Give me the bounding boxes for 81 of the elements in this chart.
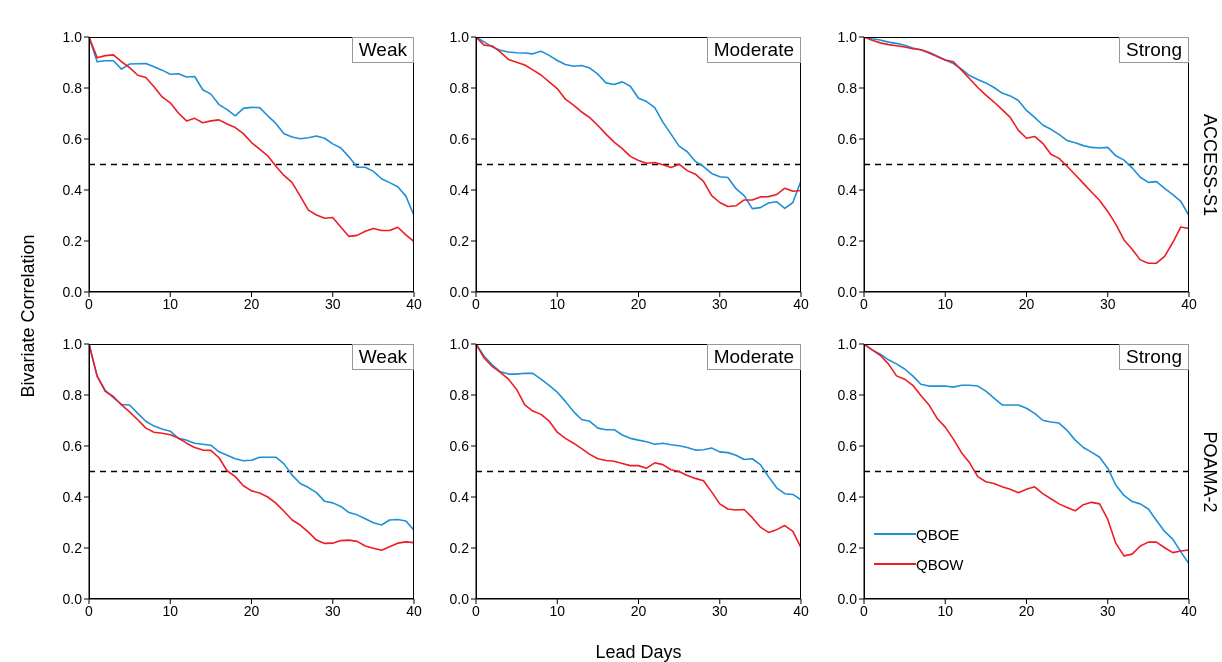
- chart-title: Strong: [1119, 344, 1189, 370]
- y2-axis-title: POAMA-2: [1198, 430, 1220, 513]
- x-tick-label: 10: [937, 295, 954, 312]
- x-tick-label: 20: [243, 295, 260, 312]
- y-tick-label: 1.0: [449, 28, 470, 45]
- y-tick-label: 0.4: [837, 181, 858, 198]
- y-tick-label: 0.6: [449, 437, 470, 454]
- y-tick-label: 0.0: [449, 283, 470, 300]
- x-tick-label: 40: [1181, 295, 1197, 312]
- y-tick-label: 0.6: [62, 437, 83, 454]
- y-tick-label: 0.6: [837, 437, 858, 454]
- y-tick-label: 0.2: [449, 539, 470, 556]
- line-series: [476, 344, 801, 549]
- x-tick-label: 0: [860, 602, 869, 619]
- x-tick-label: 10: [162, 295, 179, 312]
- x-tick-label: 10: [549, 602, 566, 619]
- y-tick-label: 0.6: [449, 130, 470, 147]
- x-tick-label: 30: [711, 295, 728, 312]
- y-tick-label: 0.8: [449, 79, 470, 96]
- y-tick-label: 0.8: [837, 79, 858, 96]
- x-tick-label: 0: [860, 295, 869, 312]
- legend-label: QBOW: [916, 555, 964, 573]
- y-tick-label: 0.0: [62, 283, 83, 300]
- legend-label: QBOE: [916, 525, 960, 543]
- y-tick-label: 0.2: [837, 232, 858, 249]
- line-series: [476, 344, 801, 501]
- y-tick-label: 0.4: [449, 488, 470, 505]
- x-axis-title: Lead Days: [595, 642, 682, 662]
- x-tick-label: 40: [793, 602, 809, 619]
- chart-title: Weak: [351, 37, 414, 63]
- y-tick-label: 1.0: [62, 28, 83, 45]
- x-tick-label: 10: [937, 602, 954, 619]
- x-tick-label: 20: [630, 602, 647, 619]
- y-tick-label: 0.0: [837, 283, 858, 300]
- x-tick-label: 20: [243, 602, 260, 619]
- x-tick-label: 10: [549, 295, 566, 312]
- x-tick-label: 40: [406, 295, 422, 312]
- y-tick-label: 0.8: [449, 386, 470, 403]
- x-tick-label: 40: [793, 295, 809, 312]
- chart-title: Weak: [351, 344, 414, 370]
- y-tick-label: 0.4: [837, 488, 858, 505]
- y-tick-label: 0.6: [62, 130, 83, 147]
- x-tick-label: 30: [1099, 602, 1116, 619]
- y-tick-label: 0.0: [449, 590, 470, 607]
- y-tick-label: 1.0: [837, 28, 858, 45]
- y-tick-label: 1.0: [837, 335, 858, 352]
- y-tick-label: 0.2: [449, 232, 470, 249]
- x-tick-label: 0: [85, 295, 94, 312]
- line-series: [864, 37, 1189, 264]
- x-tick-label: 20: [1018, 295, 1035, 312]
- x-tick-label: 30: [324, 295, 341, 312]
- x-tick-label: 0: [85, 602, 94, 619]
- x-tick-label: 40: [1181, 602, 1197, 619]
- y-tick-label: 0.4: [62, 181, 83, 198]
- y-tick-label: 0.2: [62, 539, 83, 556]
- y2-axis-title: ACCESS-S1: [1198, 113, 1220, 216]
- y-tick-label: 0.8: [62, 79, 83, 96]
- chart-title: Moderate: [706, 37, 801, 63]
- y-tick-label: 0.2: [837, 539, 858, 556]
- x-tick-label: 0: [472, 602, 481, 619]
- y-tick-label: 0.0: [62, 590, 83, 607]
- x-tick-label: 30: [1099, 295, 1116, 312]
- y-tick-label: 0.6: [837, 130, 858, 147]
- x-tick-label: 30: [711, 602, 728, 619]
- y-tick-label: 0.4: [62, 488, 83, 505]
- chart-title: Strong: [1119, 37, 1189, 63]
- x-tick-label: 20: [630, 295, 647, 312]
- y-axis-title: Bivariate Correlation: [17, 234, 39, 398]
- x-tick-label: 10: [162, 602, 179, 619]
- x-tick-label: 30: [324, 602, 341, 619]
- x-tick-label: 0: [472, 295, 481, 312]
- y-tick-label: 0.0: [837, 590, 858, 607]
- chart-title: Moderate: [706, 344, 801, 370]
- y-tick-label: 0.2: [62, 232, 83, 249]
- x-tick-label: 20: [1018, 602, 1035, 619]
- y-tick-label: 0.8: [837, 386, 858, 403]
- y-tick-label: 1.0: [62, 335, 83, 352]
- y-tick-label: 1.0: [449, 335, 470, 352]
- y-tick-label: 0.8: [62, 386, 83, 403]
- x-tick-label: 40: [406, 602, 422, 619]
- y-tick-label: 0.4: [449, 181, 470, 198]
